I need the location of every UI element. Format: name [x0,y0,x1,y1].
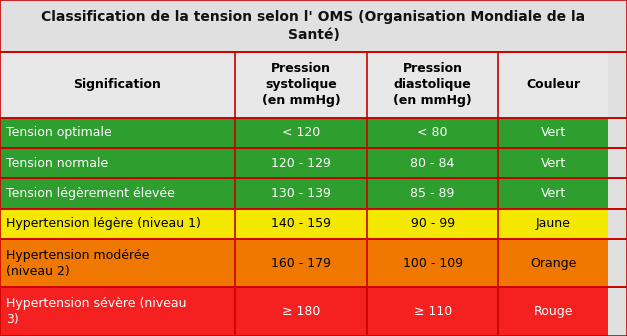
Text: Tension légèrement élevée: Tension légèrement élevée [6,187,175,200]
Bar [367,288,498,336]
Text: Vert: Vert [540,187,566,200]
Bar [235,178,367,209]
Bar [367,209,498,239]
Text: Vert: Vert [540,157,566,170]
Bar [235,239,367,288]
Text: Hypertension sévère (niveau
3): Hypertension sévère (niveau 3) [6,297,187,326]
Bar [498,52,608,118]
Bar [235,118,367,148]
Bar [0,118,235,148]
Bar [498,209,608,239]
Text: Pression
diastolique
(en mmHg): Pression diastolique (en mmHg) [393,62,472,107]
Text: 85 - 89: 85 - 89 [411,187,455,200]
Bar [235,209,367,239]
Bar [367,148,498,178]
Bar [0,288,235,336]
Text: Hypertension modérée
(niveau 2): Hypertension modérée (niveau 2) [6,249,150,278]
Bar [367,118,498,148]
Bar [498,148,608,178]
Text: Signification: Signification [73,78,162,91]
Text: 100 - 109: 100 - 109 [403,257,463,270]
Text: Jaune: Jaune [536,217,571,230]
Bar [0,0,627,52]
Text: 120 - 129: 120 - 129 [271,157,331,170]
Text: < 80: < 80 [418,126,448,139]
Bar [0,52,235,118]
Text: Tension optimale: Tension optimale [6,126,112,139]
Bar [367,239,498,288]
Bar [235,148,367,178]
Text: 80 - 84: 80 - 84 [411,157,455,170]
Text: Orange: Orange [530,257,576,270]
Bar [498,288,608,336]
Text: < 120: < 120 [282,126,320,139]
Text: 90 - 99: 90 - 99 [411,217,455,230]
Text: Pression
systolique
(en mmHg): Pression systolique (en mmHg) [261,62,340,107]
Text: Couleur: Couleur [526,78,581,91]
Bar [0,178,235,209]
Text: Rouge: Rouge [534,305,573,318]
Bar [498,178,608,209]
Text: 130 - 139: 130 - 139 [271,187,331,200]
Bar [367,52,498,118]
Text: Hypertension légère (niveau 1): Hypertension légère (niveau 1) [6,217,201,230]
Bar [0,148,235,178]
Text: ≥ 110: ≥ 110 [413,305,452,318]
Text: Classification de la tension selon l' OMS (Organisation Mondiale de la
Santé): Classification de la tension selon l' OM… [41,10,586,42]
Bar [367,178,498,209]
Text: Tension normale: Tension normale [6,157,108,170]
Bar [498,239,608,288]
Bar [0,209,235,239]
Text: Vert: Vert [540,126,566,139]
Bar [498,118,608,148]
Bar [235,52,367,118]
Text: 160 - 179: 160 - 179 [271,257,331,270]
Bar [0,239,235,288]
Text: ≥ 180: ≥ 180 [282,305,320,318]
Text: 140 - 159: 140 - 159 [271,217,331,230]
Bar [235,288,367,336]
